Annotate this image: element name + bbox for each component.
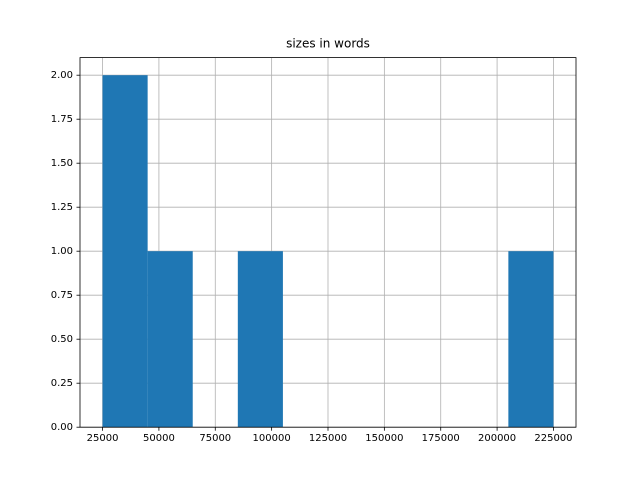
y-tick-label: 0.00 — [51, 422, 73, 433]
layer: 0.00 0.25 0.50 0.75 1.00 1.25 1.50 1.75 2.00 2500… — [51, 57, 577, 444]
y-tick-label: 1.75 — [51, 114, 73, 125]
x-tick-label: 25000 — [87, 433, 119, 444]
y-tick-label: 0.50 — [51, 334, 73, 345]
x-tick-label: 225000 — [534, 433, 572, 444]
bar — [147, 251, 193, 428]
x-tick-label: 175000 — [422, 433, 460, 444]
y-tick-label: 1.00 — [51, 246, 73, 257]
chart-title: sizes in words — [286, 37, 370, 51]
x-tick-label: 150000 — [365, 433, 403, 444]
x-tick-label: 200000 — [478, 433, 516, 444]
y-tick-label: 0.75 — [51, 290, 73, 301]
plot-frame — [79, 57, 577, 428]
y-tick-label: 1.50 — [51, 158, 73, 169]
bar — [237, 251, 283, 428]
bar — [508, 251, 554, 428]
x-tick-label: 125000 — [309, 433, 347, 444]
x-tick-label: 100000 — [253, 433, 291, 444]
y-tick-label: 1.25 — [51, 202, 73, 213]
bar — [102, 75, 148, 428]
layer — [80, 57, 576, 428]
x-tick-label: 50000 — [143, 433, 175, 444]
layer — [102, 75, 554, 428]
y-tick-label: 0.25 — [51, 378, 73, 389]
x-tick-label: 75000 — [199, 433, 231, 444]
y-tick-label: 2.00 — [51, 70, 73, 81]
